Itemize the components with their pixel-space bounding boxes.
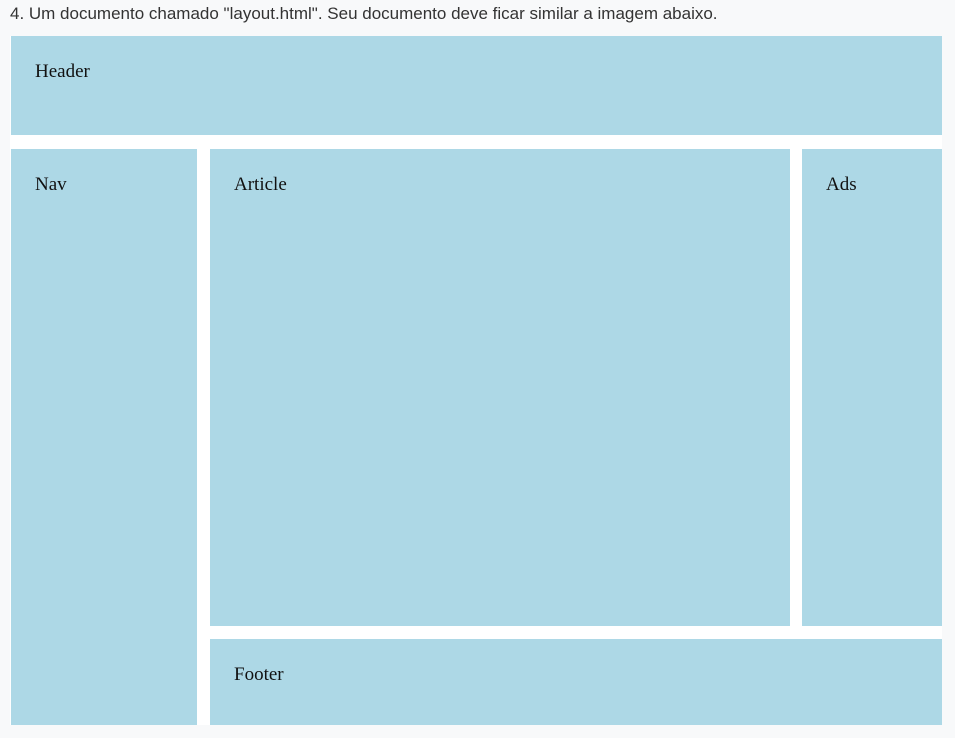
header-label: Header	[35, 61, 90, 82]
footer-label: Footer	[234, 664, 284, 685]
header-box: Header	[11, 36, 942, 135]
ads-box: Ads	[802, 149, 942, 626]
footer-box: Footer	[210, 639, 942, 725]
ads-label: Ads	[826, 174, 857, 195]
nav-label: Nav	[35, 174, 67, 195]
article-label: Article	[234, 174, 287, 195]
layout-diagram: Header Nav Article Ads Footer	[10, 36, 942, 725]
nav-box: Nav	[11, 149, 197, 725]
article-box: Article	[210, 149, 790, 626]
instruction-text: 4. Um documento chamado "layout.html". S…	[10, 4, 718, 23]
